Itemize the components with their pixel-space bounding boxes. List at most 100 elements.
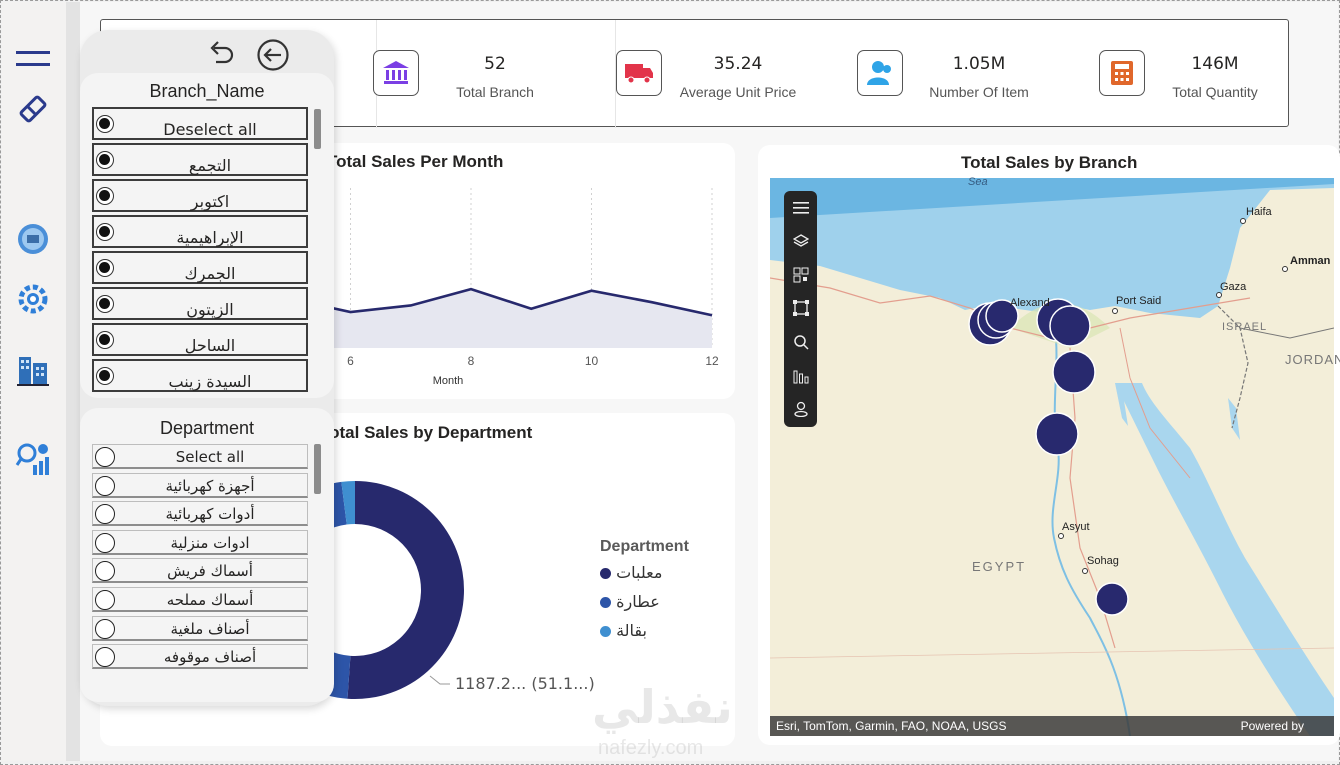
radio-button[interactable] (96, 295, 114, 313)
radio-button[interactable] (96, 187, 114, 205)
department-item-label: ادوات منزلية (170, 533, 250, 552)
money-icon[interactable] (14, 220, 52, 258)
back-arrow-icon[interactable] (256, 38, 290, 72)
legend-item[interactable]: معلبات (600, 563, 662, 582)
department-slicer-item[interactable]: أدوات كهربائية (92, 501, 308, 527)
kpi-total-quantity: 146M Total Quantity (1099, 50, 1279, 100)
department-slicer-item[interactable]: أصناف موقوفه (92, 644, 308, 670)
building-icon[interactable] (14, 350, 52, 388)
qr-icon[interactable] (789, 263, 812, 286)
sales-bubble[interactable] (1052, 350, 1096, 394)
radio-button[interactable] (95, 561, 115, 582)
branch-item-label: السيدة زينب (168, 372, 252, 391)
map-toolbar (784, 191, 817, 427)
settings-gear-icon[interactable] (14, 280, 52, 318)
map-menu-icon[interactable] (789, 196, 812, 219)
city-marker (1282, 266, 1288, 272)
scrollbar-thumb[interactable] (314, 109, 321, 149)
layers-icon[interactable] (789, 229, 812, 252)
mediterranean-sea (770, 178, 1334, 318)
sales-bubble[interactable] (1049, 305, 1091, 347)
department-item-label: أدوات كهربائية (165, 505, 255, 524)
radio-button[interactable] (95, 504, 115, 525)
department-slicer-item[interactable]: أسماك مملحه (92, 587, 308, 612)
x-axis-label: Month (433, 375, 464, 387)
bar-chart-icon[interactable] (789, 364, 812, 387)
eraser-icon[interactable] (14, 90, 52, 128)
donut-slice[interactable] (341, 481, 355, 525)
branch-slicer-item[interactable]: الإبراهيمية (92, 215, 308, 248)
map-view[interactable] (770, 178, 1334, 736)
department-slicer-header: Department (159, 418, 255, 438)
radio-button[interactable] (95, 532, 115, 553)
branch-item-label: الساحل (184, 336, 236, 355)
department-slicer-item[interactable]: أصناف ملغية (92, 615, 308, 641)
gulf-of-aqaba (1228, 398, 1240, 440)
nile-river (1051, 327, 1131, 736)
x-tick-label: 10 (585, 354, 599, 368)
legend-dot (600, 597, 611, 608)
department-item-label: أسماك مملحه (166, 591, 254, 609)
radio-button[interactable] (96, 151, 114, 169)
department-slicer-item[interactable]: أجهزة كهربائية (92, 472, 308, 498)
branch-slicer-item[interactable]: السيدة زينب (92, 359, 308, 392)
radio-button[interactable] (95, 618, 115, 639)
radio-button[interactable] (96, 115, 114, 133)
x-tick-label: 8 (468, 354, 475, 368)
kpi-label: Total Quantity (1172, 84, 1258, 100)
map-title: Total Sales by Branch (961, 153, 1138, 172)
radio-button[interactable] (96, 259, 114, 277)
select-area-icon[interactable] (789, 296, 812, 319)
branch-slicer-item[interactable]: التجمع (92, 143, 308, 176)
analytics-icon[interactable] (14, 440, 52, 478)
sales-bubble[interactable] (1095, 582, 1129, 616)
kpi-value: 52 (484, 54, 506, 74)
kpi-label: Average Unit Price (679, 84, 797, 100)
undo-icon[interactable] (206, 38, 236, 68)
branch-slicer-item[interactable]: الزيتون (92, 287, 308, 320)
kpi-value: 146M (1191, 54, 1239, 74)
branch-slicer-item[interactable]: Deselect all (92, 107, 308, 140)
department-item-label: Select all (175, 448, 245, 466)
radio-button[interactable] (95, 475, 115, 496)
line-area (230, 184, 712, 348)
powered-by[interactable]: Powered by (1240, 719, 1304, 733)
red-sea (1115, 383, 1334, 736)
department-item-label: أجهزة كهربائية (165, 476, 255, 495)
branch-slicer-item[interactable]: الجمرك (92, 251, 308, 284)
radio-button[interactable] (95, 447, 115, 467)
legend-item[interactable]: عطارة (600, 592, 660, 611)
radio-button[interactable] (96, 223, 114, 241)
radio-button[interactable] (95, 590, 115, 610)
scrollbar-thumb[interactable] (314, 444, 321, 494)
branch-slicer-item[interactable]: اكتوبر (92, 179, 308, 212)
city-marker (1240, 218, 1246, 224)
search-icon[interactable] (789, 330, 812, 353)
kpi-average-unit-price: 35.24 Average Unit Price (616, 50, 826, 100)
map-label-amman: Amman (1290, 255, 1331, 267)
department-slicer-item[interactable]: أسماك فريش (92, 558, 308, 584)
kpi-number-of-item: 1.05M Number Of Item (857, 50, 1067, 100)
road-line (1119, 327, 1191, 479)
bubble-layer[interactable] (968, 298, 1129, 616)
map-label-egypt: EGYPT (972, 559, 1027, 574)
legend-item[interactable]: بقالة (600, 621, 647, 640)
radio-button[interactable] (96, 367, 114, 385)
sales-bubble[interactable] (1035, 412, 1079, 456)
hamburger-menu-icon[interactable] (14, 40, 52, 78)
branch-slicer-item[interactable]: الساحل (92, 323, 308, 356)
city-marker (1082, 568, 1088, 574)
radio-button[interactable] (96, 331, 114, 349)
donut-slice[interactable] (347, 481, 465, 699)
watermark: نفذلي (592, 680, 733, 734)
rail-divider (66, 2, 80, 761)
map-label-sohag: Sohag (1087, 555, 1119, 567)
kpi-value: 1.05M (952, 54, 1006, 74)
department-slicer-item[interactable]: ادوات منزلية (92, 529, 308, 555)
radio-button[interactable] (95, 647, 115, 668)
pegman-icon[interactable] (789, 397, 812, 420)
department-item-label: أصناف موقوفه (163, 648, 257, 667)
department-slicer-item[interactable]: Select all (92, 444, 308, 469)
map-attribution-bar: Esri, TomTom, Garmin, FAO, NOAA, USGS Po… (770, 716, 1334, 736)
sales-bubble[interactable] (985, 299, 1019, 333)
